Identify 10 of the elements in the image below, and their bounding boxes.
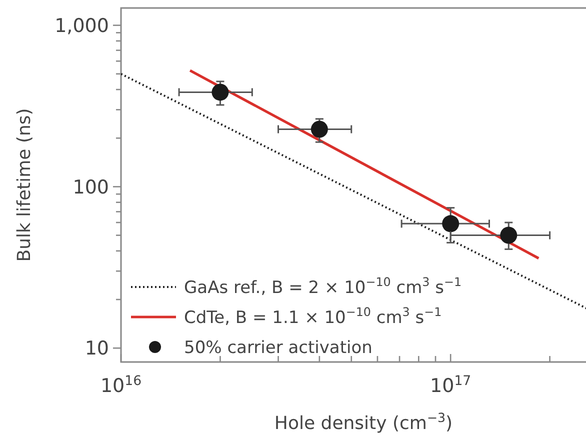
y-tick-label: 1,000 bbox=[54, 14, 109, 37]
x-tick-label: 10$^{17}$ bbox=[430, 374, 472, 397]
legend-label: 50% carrier activation bbox=[184, 338, 372, 358]
y-tick-label: 100 bbox=[72, 176, 109, 198]
y-tick-label: 10 bbox=[84, 338, 109, 360]
legend-label: GaAs ref., B = 2 × 10$^{−10}$ cm$^{3}$ s$^{−1}$ bbox=[184, 274, 462, 298]
y-axis-title: Bulk lifetime (ns) bbox=[14, 108, 35, 262]
legend-label: CdTe, B = 1.1 × 10$^{−10}$ cm$^{3}$ s$^{−1}$ bbox=[184, 304, 442, 328]
x-axis-title: Hole density (cm$^{−3}$) bbox=[274, 410, 453, 434]
x-tick-label: 10$^{16}$ bbox=[100, 374, 142, 397]
